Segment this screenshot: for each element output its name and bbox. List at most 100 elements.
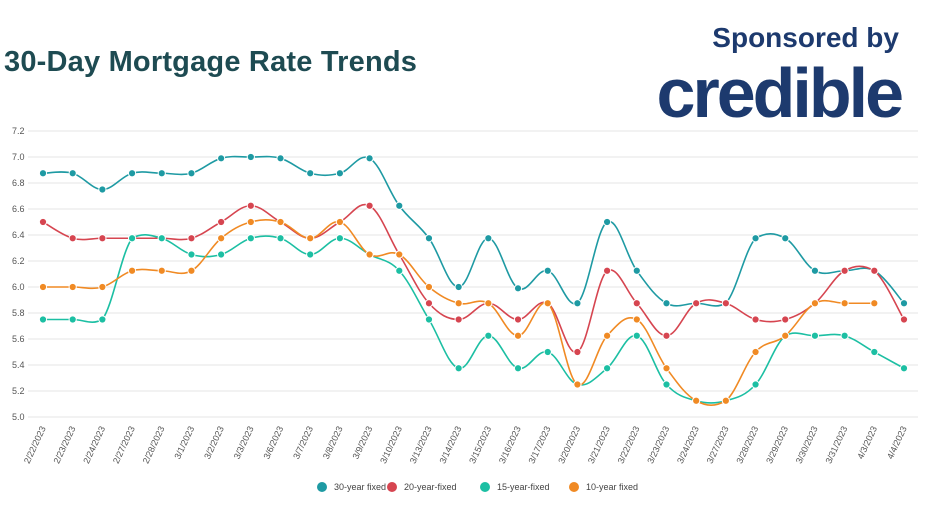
data-point xyxy=(306,234,315,243)
data-point xyxy=(38,282,48,292)
data-point xyxy=(127,169,137,178)
y-tick-label: 5.4 xyxy=(12,360,25,370)
data-point xyxy=(751,380,760,389)
series-points xyxy=(38,152,909,405)
x-tick-label: 3/7/2023 xyxy=(291,425,315,461)
x-tick-label: 2/28/2023 xyxy=(141,425,167,466)
data-point xyxy=(513,284,523,293)
x-tick-label: 3/28/2023 xyxy=(734,425,760,466)
y-tick-label: 7.0 xyxy=(12,152,25,162)
data-point xyxy=(246,152,255,162)
y-tick-label: 6.8 xyxy=(12,178,25,188)
data-point xyxy=(127,266,137,275)
data-point xyxy=(424,282,434,292)
legend-label: 30-year fixed xyxy=(334,482,386,492)
data-point xyxy=(454,364,463,373)
chart-legend: 30-year fixed 20-year-fixed 15-year-fixed 1… xyxy=(317,482,638,492)
legend-marker xyxy=(569,482,579,492)
data-point xyxy=(751,315,760,324)
data-point xyxy=(246,217,255,227)
page-title: 30-Day Mortgage Rate Trends xyxy=(4,46,418,78)
data-point xyxy=(187,169,196,178)
data-point xyxy=(751,234,760,243)
data-point xyxy=(217,250,226,259)
data-point xyxy=(365,201,374,210)
legend-label: 10-year fixed xyxy=(586,482,638,492)
y-tick-label: 6.0 xyxy=(12,282,25,292)
sponsor-label: Sponsored by xyxy=(712,22,899,53)
data-point xyxy=(157,169,166,178)
x-tick-label: 3/10/2023 xyxy=(378,425,404,466)
data-point xyxy=(276,154,285,163)
data-point xyxy=(157,266,166,275)
data-point xyxy=(543,266,552,275)
data-point xyxy=(217,234,226,243)
credible-logo: credible xyxy=(656,54,904,132)
chart-grid xyxy=(28,130,918,418)
x-tick-label: 2/27/2023 xyxy=(111,425,137,466)
data-point xyxy=(899,364,909,373)
data-point xyxy=(98,315,107,324)
data-point xyxy=(662,380,671,389)
data-point xyxy=(68,234,77,243)
x-tick-label: 2/24/2023 xyxy=(81,425,107,466)
data-point xyxy=(781,234,790,243)
data-point xyxy=(603,364,612,373)
data-point xyxy=(127,234,137,243)
legend-marker xyxy=(317,482,327,492)
data-point xyxy=(810,266,820,275)
data-point xyxy=(603,266,612,275)
data-point xyxy=(899,299,909,308)
data-point xyxy=(899,315,909,324)
data-point xyxy=(513,364,523,373)
x-tick-label: 3/6/2023 xyxy=(261,425,285,461)
x-tick-label: 3/24/2023 xyxy=(675,425,701,466)
data-point xyxy=(543,347,552,357)
data-point xyxy=(395,201,404,210)
x-tick-label: 3/22/2023 xyxy=(616,425,642,466)
y-tick-label: 6.4 xyxy=(12,230,25,240)
x-tick-label: 3/9/2023 xyxy=(351,425,375,461)
data-point xyxy=(781,331,790,340)
data-point xyxy=(603,331,612,340)
data-point xyxy=(573,299,582,308)
data-point xyxy=(810,299,820,308)
data-point xyxy=(306,250,315,259)
x-tick-label: 3/27/2023 xyxy=(705,425,731,466)
data-point xyxy=(157,234,166,243)
data-point xyxy=(454,315,463,324)
data-point xyxy=(513,331,523,340)
x-tick-label: 3/1/2023 xyxy=(172,425,196,461)
data-point xyxy=(365,250,374,259)
data-point xyxy=(870,266,879,275)
data-point xyxy=(632,331,641,340)
data-point xyxy=(68,169,77,178)
series-lines xyxy=(42,155,905,406)
x-tick-label: 4/3/2023 xyxy=(855,425,879,461)
x-tick-label: 3/3/2023 xyxy=(232,425,256,461)
data-point xyxy=(98,282,107,292)
x-tick-label: 3/29/2023 xyxy=(764,425,790,466)
x-tick-label: 3/23/2023 xyxy=(645,425,671,466)
data-point xyxy=(217,154,226,163)
y-tick-label: 7.2 xyxy=(12,126,25,136)
y-tick-label: 5.0 xyxy=(12,412,25,422)
data-point xyxy=(38,315,48,324)
data-point xyxy=(721,396,730,405)
data-point xyxy=(187,266,196,275)
data-point xyxy=(335,169,344,178)
data-point xyxy=(870,347,879,357)
data-point xyxy=(187,250,196,259)
data-point xyxy=(395,250,404,259)
data-point xyxy=(870,299,879,308)
data-point xyxy=(424,299,434,308)
x-tick-label: 3/17/2023 xyxy=(527,425,553,466)
series-line xyxy=(42,203,905,353)
x-tick-label: 3/31/2023 xyxy=(823,425,849,466)
data-point xyxy=(217,217,226,227)
data-point xyxy=(840,266,849,275)
data-point xyxy=(573,380,582,389)
data-point xyxy=(38,217,48,227)
y-tick-label: 5.8 xyxy=(12,308,25,318)
data-point xyxy=(603,217,612,227)
